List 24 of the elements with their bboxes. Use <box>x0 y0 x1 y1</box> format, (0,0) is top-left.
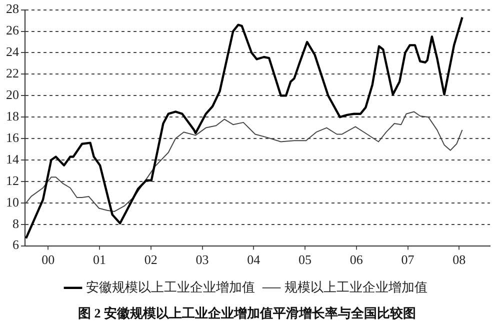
y-tick-label: 12 <box>6 172 19 188</box>
y-tick-label: 28 <box>6 1 19 16</box>
x-tick-label: 02 <box>144 252 158 268</box>
y-tick-label: 20 <box>6 87 19 102</box>
x-tick-label: 05 <box>298 252 312 268</box>
y-tick-label: 14 <box>6 151 20 166</box>
y-tick-label: 8 <box>12 216 19 231</box>
x-tick-label: 01 <box>93 252 106 268</box>
y-tick-label: 6 <box>12 237 20 252</box>
y-tick-label: 18 <box>6 108 19 124</box>
y-tick-label: 16 <box>6 130 20 145</box>
y-tick-label: 22 <box>6 66 19 81</box>
x-tick-label: 03 <box>196 252 209 268</box>
y-tick-label: 26 <box>6 22 20 38</box>
x-tick-label: 04 <box>247 252 261 268</box>
text: 图 2 安徽规模以上工业企业增加值平滑增长率与全国比较图 <box>78 306 416 321</box>
x-tick-label: 00 <box>42 252 55 268</box>
y-tick-label: 10 <box>6 194 19 210</box>
legend-label: 安徽规模以上工业企业增加值 <box>86 279 255 294</box>
legend-label: 规模以上工业企业增加值 <box>284 279 428 294</box>
x-tick-label: 06 <box>350 252 364 268</box>
x-tick-label: 08 <box>452 252 466 268</box>
x-tick-label: 07 <box>401 252 415 268</box>
y-tick-label: 24 <box>6 44 20 60</box>
